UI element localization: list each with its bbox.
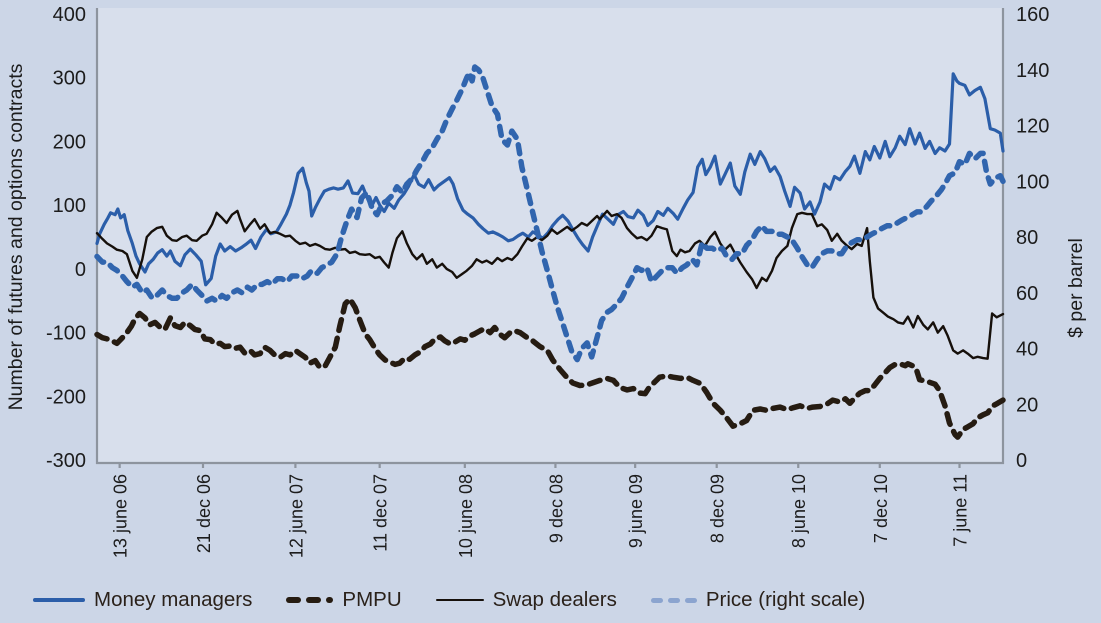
right-axis-tick-label: 40 (1016, 339, 1038, 361)
legend-label-swap-dealers: Swap dealers (492, 588, 617, 611)
left-axis-tick-label: 400 (53, 4, 86, 26)
price-dashed-line-swatch (650, 597, 697, 603)
right-axis-tick-label: 140 (1016, 60, 1049, 82)
series-pmpu (94, 296, 1006, 440)
right-axis-tick-label: 100 (1016, 171, 1049, 193)
left-axis-tick-label: 100 (53, 195, 86, 217)
plot-area (97, 8, 1003, 463)
series-swap-dealers (95, 209, 1005, 360)
right-axis-tick-label: 120 (1016, 116, 1049, 138)
legend-label-price: Price (right scale) (705, 588, 866, 611)
x-axis-tick-label: 13 june 06 (111, 474, 131, 558)
x-axis-tick-label: 8 dec 09 (708, 474, 728, 543)
pmpu-dashed-line-swatch (286, 596, 334, 604)
left-axis-tick-label: -100 (46, 323, 86, 345)
legend-item-pmpu: PMPU (286, 588, 402, 612)
left-axis-tick-label: 200 (53, 131, 86, 153)
legend-item-money-managers: Money managers (33, 588, 252, 612)
x-axis-tick-label: 12 june 07 (286, 474, 306, 558)
x-axis-tick-label: 21 dec 06 (194, 474, 214, 553)
left-axis-tick-label: -200 (46, 386, 86, 408)
x-axis-tick-label: 7 dec 10 (871, 474, 891, 543)
legend-label-pmpu: PMPU (342, 588, 402, 611)
right-axis-tick-label: 80 (1016, 227, 1038, 249)
legend: Money managers PMPU Swap dealers Price (… (33, 586, 865, 614)
legend-item-swap-dealers: Swap dealers (435, 588, 617, 612)
x-axis-tick-label: 11 dec 07 (371, 474, 391, 552)
right-axis-tick-label: 20 (1016, 394, 1038, 416)
left-axis-tick-label: -300 (46, 450, 86, 472)
right-axis-tick-label: 160 (1016, 4, 1049, 26)
right-axis-tick-label: 60 (1016, 283, 1038, 305)
left-axis-title: Number of futures and options contracts (5, 63, 27, 410)
left-axis-tick-label: 0 (75, 259, 86, 281)
x-axis-tick-label: 9 june 09 (626, 474, 646, 548)
right-axis-tick-label: 0 (1016, 450, 1027, 472)
right-axis-title: $ per barrel (1065, 238, 1087, 338)
money-managers-line-swatch (33, 597, 85, 603)
x-axis-tick-label: 7 june 11 (951, 474, 971, 547)
left-axis-tick-label: 300 (53, 68, 86, 90)
swap-dealers-line-swatch (435, 598, 484, 602)
x-axis-tick-label: 8 june 10 (789, 474, 809, 548)
series-price-right-scale (94, 64, 1006, 363)
x-axis-tick-label: 9 dec 08 (546, 474, 566, 543)
legend-label-money-managers: Money managers (94, 588, 253, 611)
x-axis-tick-label: 10 june 08 (456, 474, 476, 558)
legend-item-price: Price (right scale) (650, 588, 866, 612)
